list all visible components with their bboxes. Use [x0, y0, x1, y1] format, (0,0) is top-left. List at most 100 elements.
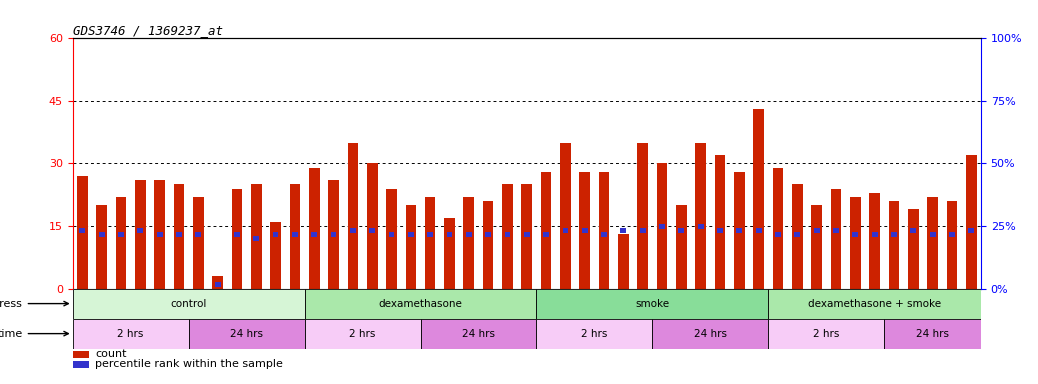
- Text: count: count: [95, 349, 127, 359]
- Text: GDS3746 / 1369237_at: GDS3746 / 1369237_at: [73, 24, 223, 37]
- Bar: [657, 164, 667, 289]
- Bar: [73, 351, 89, 358]
- Bar: [195, 232, 201, 237]
- Bar: [579, 172, 590, 289]
- Bar: [563, 228, 569, 233]
- Bar: [485, 232, 491, 237]
- Bar: [213, 276, 223, 289]
- Bar: [504, 232, 511, 237]
- Bar: [775, 232, 781, 237]
- Bar: [772, 168, 784, 289]
- Bar: [155, 180, 165, 289]
- Bar: [292, 232, 298, 237]
- Text: dexamethasone: dexamethasone: [379, 299, 463, 309]
- Bar: [601, 232, 607, 237]
- Bar: [834, 228, 839, 233]
- Text: percentile rank within the sample: percentile rank within the sample: [95, 359, 283, 369]
- Bar: [408, 232, 414, 237]
- Bar: [79, 228, 85, 233]
- Bar: [814, 228, 820, 233]
- Bar: [176, 232, 182, 237]
- Bar: [304, 319, 420, 349]
- Bar: [157, 232, 163, 237]
- Bar: [537, 289, 768, 319]
- Bar: [464, 197, 474, 289]
- Bar: [388, 232, 394, 237]
- Bar: [420, 319, 537, 349]
- Bar: [947, 201, 957, 289]
- Bar: [73, 319, 189, 349]
- Bar: [582, 228, 588, 233]
- Bar: [676, 205, 687, 289]
- Bar: [502, 184, 513, 289]
- Bar: [754, 109, 764, 289]
- Bar: [715, 155, 726, 289]
- Bar: [215, 282, 220, 287]
- Bar: [852, 232, 858, 237]
- Bar: [850, 197, 861, 289]
- Bar: [756, 228, 762, 233]
- Bar: [483, 201, 493, 289]
- Bar: [348, 142, 358, 289]
- Bar: [524, 232, 529, 237]
- Text: 24 hrs: 24 hrs: [917, 329, 949, 339]
- Bar: [73, 289, 304, 319]
- Text: 2 hrs: 2 hrs: [350, 329, 376, 339]
- Bar: [869, 193, 880, 289]
- Text: 2 hrs: 2 hrs: [581, 329, 607, 339]
- Bar: [889, 201, 899, 289]
- Bar: [231, 189, 242, 289]
- Bar: [173, 184, 185, 289]
- Text: 2 hrs: 2 hrs: [117, 329, 144, 339]
- Bar: [949, 232, 955, 237]
- Bar: [910, 228, 917, 233]
- Bar: [444, 218, 455, 289]
- Bar: [618, 234, 629, 289]
- Bar: [118, 232, 124, 237]
- Bar: [884, 319, 981, 349]
- Bar: [966, 155, 977, 289]
- Text: control: control: [170, 299, 207, 309]
- Bar: [135, 180, 145, 289]
- Bar: [717, 228, 722, 233]
- Bar: [792, 184, 802, 289]
- Bar: [270, 222, 281, 289]
- Text: 24 hrs: 24 hrs: [693, 329, 727, 339]
- Bar: [561, 142, 571, 289]
- Bar: [621, 228, 626, 233]
- Bar: [930, 232, 935, 237]
- Bar: [908, 209, 919, 289]
- Bar: [466, 232, 471, 237]
- Bar: [251, 184, 262, 289]
- Bar: [653, 319, 768, 349]
- Bar: [366, 164, 378, 289]
- Bar: [370, 228, 375, 233]
- Bar: [736, 228, 742, 233]
- Bar: [234, 232, 240, 237]
- Bar: [428, 232, 433, 237]
- Bar: [768, 319, 884, 349]
- Bar: [311, 232, 318, 237]
- Bar: [331, 232, 336, 237]
- Bar: [541, 172, 551, 289]
- Bar: [77, 176, 87, 289]
- Bar: [137, 228, 143, 233]
- Bar: [543, 232, 549, 237]
- Text: smoke: smoke: [635, 299, 670, 309]
- Bar: [446, 232, 453, 237]
- Bar: [637, 142, 648, 289]
- Bar: [537, 319, 653, 349]
- Bar: [73, 361, 89, 367]
- Text: 2 hrs: 2 hrs: [813, 329, 840, 339]
- Bar: [406, 205, 416, 289]
- Bar: [97, 205, 107, 289]
- Bar: [830, 189, 841, 289]
- Bar: [679, 228, 684, 233]
- Bar: [734, 172, 744, 289]
- Bar: [891, 232, 897, 237]
- Bar: [189, 319, 304, 349]
- Text: time: time: [0, 329, 69, 339]
- Bar: [304, 289, 537, 319]
- Bar: [639, 228, 646, 233]
- Text: stress: stress: [0, 299, 69, 309]
